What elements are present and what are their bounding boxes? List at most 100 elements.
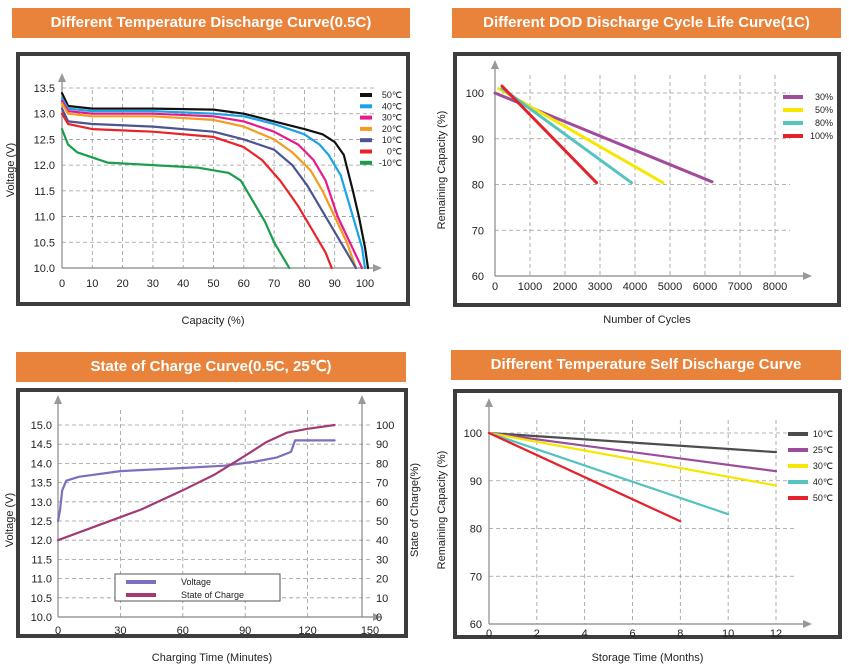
chart-1-legend-swatch — [360, 115, 372, 120]
chart-3-x-tick-label: 90 — [239, 625, 251, 637]
chart-3-y-tick-label: 12.5 — [31, 516, 52, 528]
chart-3-y2-tick-label: 30 — [376, 554, 388, 566]
chart-3-legend-label: Voltage — [181, 577, 211, 587]
chart-4-x-tick-label: 12 — [770, 628, 782, 640]
chart-2-x-tick-label: 3000 — [588, 281, 612, 293]
chart-4-series-line-30 — [487, 431, 778, 487]
chart-1-y-tick-label: 13.0 — [34, 109, 55, 121]
chart-3-series-line-voltage — [56, 439, 336, 523]
chart-1-legend-label: -10℃ — [379, 158, 402, 168]
chart-4-legend-swatch — [788, 448, 808, 452]
chart-4-series-line-10 — [487, 431, 778, 454]
chart-3-y-tick-label: 10.0 — [31, 612, 52, 624]
chart-2-legend-swatch — [783, 121, 803, 125]
chart-3-title: State of Charge Curve(0.5C, 25℃) — [16, 352, 406, 382]
chart-3-y-tick-label: 13.0 — [31, 497, 52, 509]
chart-1-xlabel: Capacity (%) — [181, 315, 245, 327]
chart-2-x-tick-label: 4000 — [623, 281, 647, 293]
chart-1-legend-label: 40℃ — [382, 101, 402, 111]
chart-3-y-tick-label: 11.0 — [31, 574, 52, 586]
chart-4-xlabel: Storage Time (Months) — [591, 652, 704, 664]
chart-4-series-line-40 — [487, 431, 730, 516]
chart-2-frame — [453, 52, 841, 307]
chart-1-y-tick-label: 12.0 — [34, 160, 55, 172]
chart-3-y-tick-label: 14.5 — [31, 439, 52, 451]
chart-3-y-tick-label: 12.0 — [31, 535, 52, 547]
chart-1-y-tick-label: 13.5 — [34, 83, 55, 95]
chart-2-legend-label: 50% — [815, 105, 833, 115]
chart-1-x-tick-label: 60 — [238, 278, 250, 290]
chart-1-y-axis-head — [58, 73, 66, 82]
chart-4-y-tick-label: 100 — [464, 428, 482, 440]
chart-1-legend-swatch — [360, 104, 372, 109]
chart-2-x-axis-head — [803, 272, 812, 280]
chart-2-y-tick-label: 60 — [472, 271, 484, 283]
chart-2-xlabel: Number of Cycles — [603, 314, 691, 326]
chart-1-legend-label: 30℃ — [382, 113, 402, 123]
chart-4-x-tick-label: 8 — [677, 628, 683, 640]
chart-3-x-axis-head — [373, 613, 382, 621]
chart-1-y-tick-label: 10.0 — [34, 263, 55, 275]
chart-4-x-tick-label: 2 — [534, 628, 540, 640]
chart-3-y-tick-label: 15.0 — [31, 420, 52, 432]
chart-3-legend-swatch — [126, 580, 156, 584]
chart-1-series-line-30 — [60, 99, 364, 270]
chart-4-series-line-25 — [487, 431, 778, 473]
chart-3-ylabel: Voltage (V) — [4, 493, 16, 547]
chart-1-y-tick-label: 10.5 — [34, 237, 55, 249]
chart-1-series-line--10 — [60, 128, 291, 270]
chart-1-legend-swatch — [360, 149, 372, 154]
chart-3-x-tick-label: 60 — [177, 625, 189, 637]
chart-1-x-tick-label: 30 — [147, 278, 159, 290]
chart-4-x-axis-head — [803, 620, 812, 628]
chart-2-y-axis-head — [491, 60, 499, 69]
chart-4-legend-label: 10℃ — [813, 429, 833, 439]
chart-1-x-tick-label: 0 — [59, 278, 65, 290]
chart-3-y2-tick-label: 70 — [376, 478, 388, 490]
chart-4-legend-swatch — [788, 432, 808, 436]
chart-1-x-tick-label: 50 — [207, 278, 219, 290]
chart-3-x-tick-label: 0 — [55, 625, 61, 637]
chart-3-y-tick-label: 11.5 — [31, 554, 52, 566]
chart-3-y2-tick-label: 60 — [376, 497, 388, 509]
chart-1-y-tick-label: 12.5 — [34, 134, 55, 146]
chart-3-y2-tick-label: 90 — [376, 439, 388, 451]
chart-3-x-tick-label: 150 — [361, 625, 379, 637]
chart-1-legend-label: 0℃ — [387, 147, 402, 157]
chart-2-y-tick-label: 80 — [472, 180, 484, 192]
chart-4-y-tick-label: 90 — [470, 476, 482, 488]
chart-1-legend-swatch — [360, 93, 372, 97]
chart-2-legend-label: 80% — [815, 118, 833, 128]
chart-3-y-tick-label: 13.5 — [31, 478, 52, 490]
chart-3-y-axis-head — [54, 395, 62, 404]
chart-2-legend-swatch — [783, 95, 803, 99]
chart-4-x-tick-label: 0 — [486, 628, 492, 640]
chart-4-x-tick-label: 4 — [582, 628, 588, 640]
chart-2-x-tick-label: 6000 — [693, 281, 717, 293]
chart-1-series-line-10 — [60, 107, 357, 270]
chart-1-x-tick-label: 40 — [177, 278, 189, 290]
chart-1-legend-swatch — [360, 160, 372, 165]
chart-4-y-tick-label: 80 — [470, 524, 482, 536]
chart-3-y2label: State of Charge(%) — [409, 463, 421, 557]
chart-4-legend-swatch — [788, 480, 808, 484]
chart-4-y-tick-label: 70 — [470, 571, 482, 583]
chart-4-legend-label: 40℃ — [813, 477, 833, 487]
chart-4-legend-label: 25℃ — [813, 445, 833, 455]
chart-2-legend-swatch — [783, 134, 803, 138]
chart-1-frame — [16, 52, 410, 306]
chart-4-y-tick-label: 60 — [470, 619, 482, 631]
chart-2-legend-label: 100% — [810, 131, 833, 141]
chart-1-x-tick-label: 100 — [356, 278, 374, 290]
chart-3-y2-tick-label: 50 — [376, 516, 388, 528]
chart-2-x-tick-label: 2000 — [553, 281, 577, 293]
chart-1-ylabel: Voltage (V) — [5, 143, 17, 197]
chart-1-legend-label: 20℃ — [382, 124, 402, 134]
chart-3-y-tick-label: 14.0 — [31, 458, 52, 470]
chart-4-y-axis-head — [485, 398, 493, 407]
chart-3-y2-tick-label: 80 — [376, 458, 388, 470]
chart-2-legend-label: 30% — [815, 92, 833, 102]
chart-3-y2-tick-label: 10 — [376, 593, 388, 605]
chart-1-y-tick-label: 11.5 — [34, 186, 55, 198]
